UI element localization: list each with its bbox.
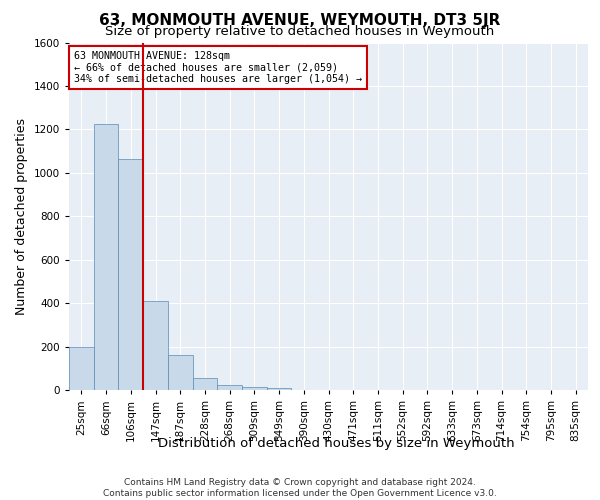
Bar — [143, 301, 168, 390]
Text: 63, MONMOUTH AVENUE, WEYMOUTH, DT3 5JR: 63, MONMOUTH AVENUE, WEYMOUTH, DT3 5JR — [100, 12, 500, 28]
Text: 63 MONMOUTH AVENUE: 128sqm
← 66% of detached houses are smaller (2,059)
34% of s: 63 MONMOUTH AVENUE: 128sqm ← 66% of deta… — [74, 51, 362, 84]
Bar — [118, 158, 143, 390]
Text: Contains HM Land Registry data © Crown copyright and database right 2024.
Contai: Contains HM Land Registry data © Crown c… — [103, 478, 497, 498]
Y-axis label: Number of detached properties: Number of detached properties — [15, 118, 28, 315]
Bar — [242, 386, 267, 390]
Text: Distribution of detached houses by size in Weymouth: Distribution of detached houses by size … — [158, 438, 514, 450]
Bar — [267, 388, 292, 390]
Bar — [193, 378, 217, 390]
Bar — [69, 346, 94, 390]
Bar — [217, 384, 242, 390]
Bar — [94, 124, 118, 390]
Bar — [168, 355, 193, 390]
Text: Size of property relative to detached houses in Weymouth: Size of property relative to detached ho… — [106, 25, 494, 38]
